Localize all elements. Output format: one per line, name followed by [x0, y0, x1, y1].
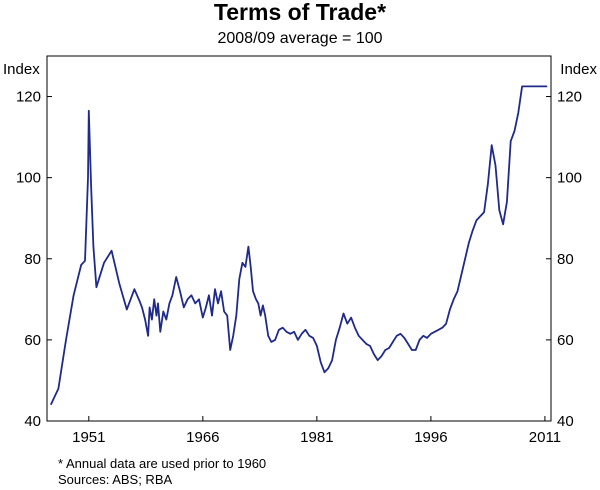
- y-tick-label-right-100: 100: [557, 170, 582, 187]
- chart-subtitle: 2008/09 average = 100: [217, 30, 382, 47]
- sources-note: Sources: ABS; RBA: [58, 472, 172, 487]
- y-tick-label-right-80: 80: [557, 251, 574, 268]
- x-tick-label-1966: 1966: [186, 429, 219, 446]
- y-tick-label-left-100: 100: [16, 170, 41, 187]
- y-tick-label-left-40: 40: [24, 413, 41, 430]
- y-tick-label-left-80: 80: [24, 251, 41, 268]
- y-tick-label-right-40: 40: [557, 413, 574, 430]
- y-tick-label-left-60: 60: [24, 332, 41, 349]
- chart-title: Terms of Trade*: [214, 0, 386, 25]
- x-tick-label-1951: 1951: [72, 429, 105, 446]
- x-tick-label-2011: 2011: [529, 429, 561, 446]
- series-layer: [49, 85, 548, 406]
- y-tick-label-right-60: 60: [557, 332, 574, 349]
- x-tick-label-1981: 1981: [300, 429, 333, 446]
- right-axis-unit-label: Index: [560, 61, 597, 78]
- plot-frame: [46, 55, 552, 422]
- x-tick-label-1996: 1996: [414, 429, 447, 446]
- y-tick-label-left-120: 120: [16, 89, 41, 106]
- left-axis-unit-label: Index: [3, 61, 40, 78]
- y-tick-label-right-120: 120: [557, 89, 582, 106]
- footnote: * Annual data are used prior to 1960: [58, 456, 266, 471]
- series-line-0: [49, 85, 548, 406]
- axis-ticks: 40 40 60 60 80 80 100 100 120 120 1951 1966 1981 1996…: [16, 89, 582, 446]
